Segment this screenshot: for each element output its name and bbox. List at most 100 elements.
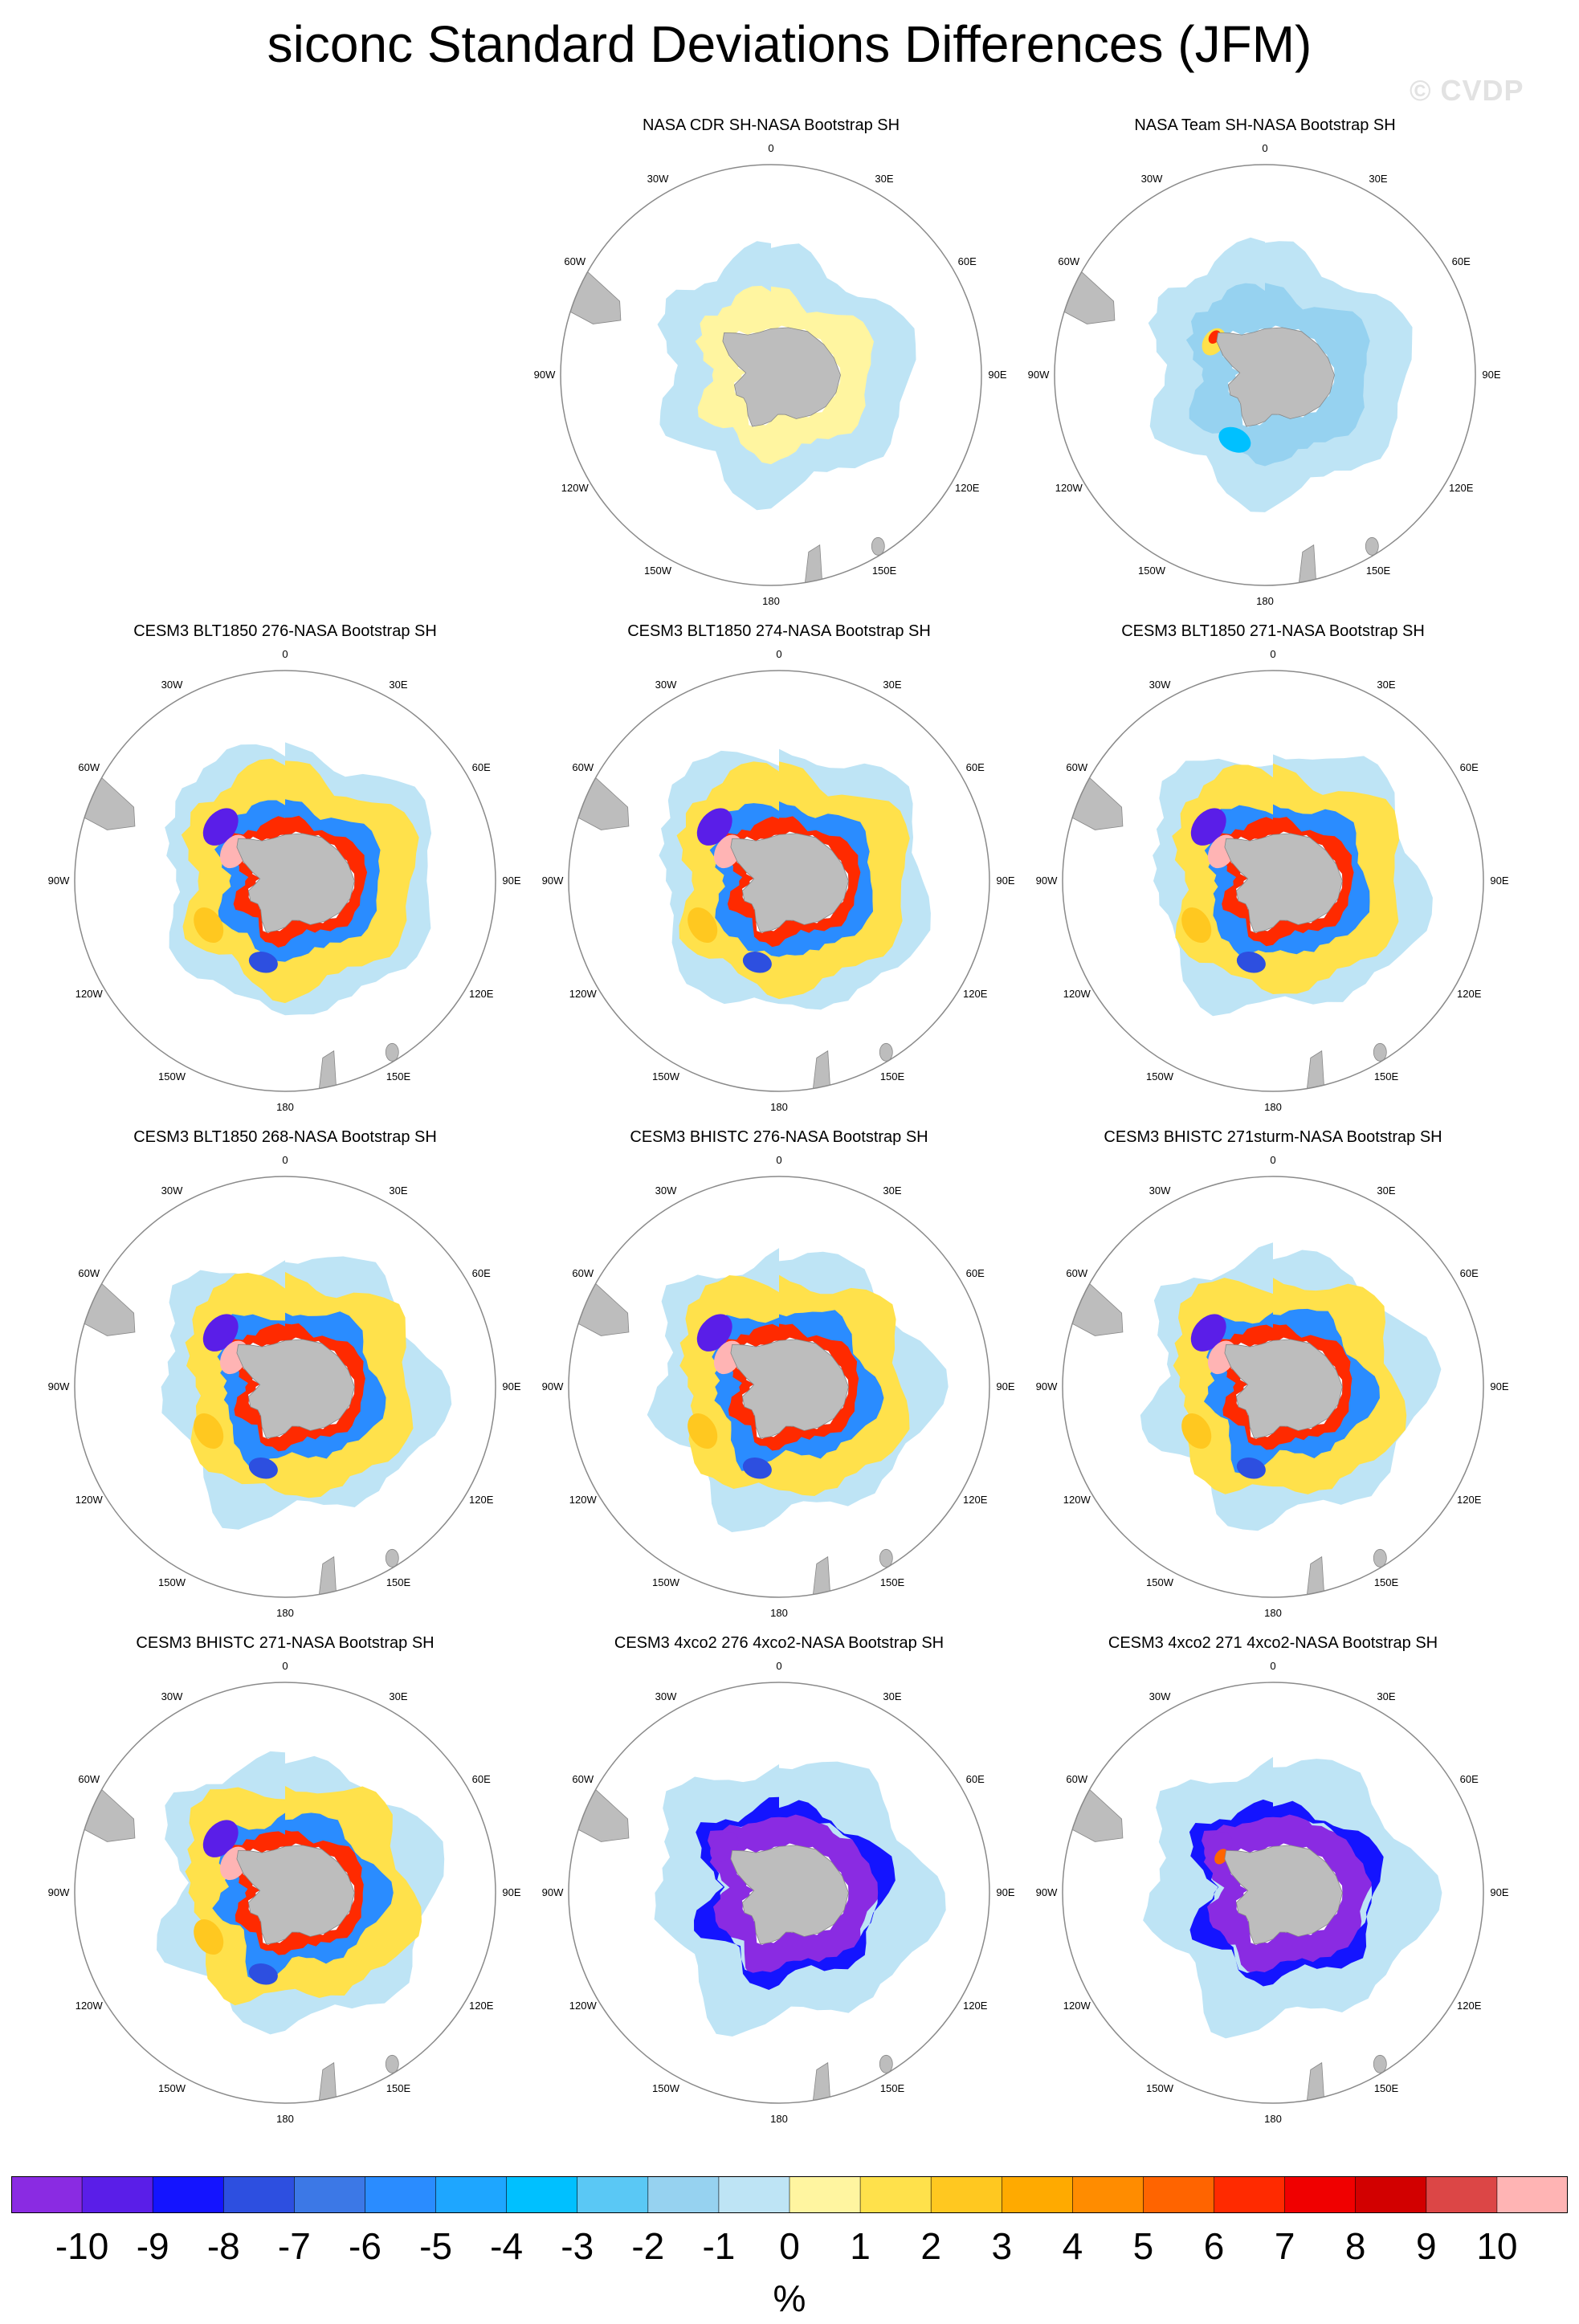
- weddell-negative: [696, 808, 732, 846]
- longitude-label: 120E: [1457, 988, 1482, 1000]
- tasmania-land: [879, 2054, 893, 2073]
- longitude-label: 30E: [875, 173, 893, 185]
- tasmania-land: [385, 2054, 399, 2073]
- longitude-label: 60W: [572, 1267, 594, 1279]
- longitude-label: 150E: [880, 2082, 905, 2094]
- longitude-label: 180: [276, 1101, 294, 1113]
- longitude-label: 30W: [655, 1690, 677, 1702]
- longitude-label: 180: [1256, 595, 1274, 607]
- longitude-label: 60E: [472, 1773, 491, 1785]
- ross-negative: [1236, 1457, 1266, 1479]
- antarctica-land: [730, 1845, 849, 1945]
- colorbar-tick-label: -5: [419, 2225, 452, 2267]
- longitude-label: 0: [1270, 1660, 1275, 1672]
- tasmania-land: [1373, 1548, 1387, 1568]
- longitude-label: 150E: [386, 2082, 411, 2094]
- longitude-label: 60W: [78, 1267, 100, 1279]
- longitude-label: 120W: [75, 1494, 104, 1506]
- longitude-label: 150W: [1138, 565, 1166, 577]
- longitude-label: 90E: [502, 1886, 520, 1898]
- colorbar-tick-label: 10: [1476, 2225, 1518, 2267]
- ross-anomaly: [1218, 426, 1251, 453]
- colorbar-swatch: [435, 2176, 508, 2213]
- colorbar-tick-label: 7: [1274, 2225, 1295, 2267]
- longitude-label: 30W: [161, 1690, 183, 1702]
- polar-map: 0 30E 60E 90E 120E 150E 180 150W 120W 90W 60W 30W: [542, 1660, 1015, 2125]
- longitude-label: 60W: [78, 1773, 100, 1785]
- longitude-label: 30W: [1141, 173, 1163, 185]
- antarctica-land: [236, 1339, 355, 1439]
- longitude-label: 30E: [389, 679, 407, 691]
- longitude-label: 90W: [1036, 875, 1058, 887]
- panel-title: CESM3 BLT1850 276-NASA Bootstrap SH: [133, 622, 437, 640]
- panel-title: NASA CDR SH-NASA Bootstrap SH: [642, 116, 900, 134]
- longitude-label: 90E: [502, 1380, 520, 1392]
- map-panel: CESM3 BHISTC 271sturm-NASA Bootstrap SH 0…: [1024, 1128, 1522, 1626]
- polar-map: 0 30E 60E 90E 120E 150E 180 150W 120W 90W 60W 30W: [1036, 1154, 1509, 1619]
- longitude-label: 150E: [1366, 565, 1391, 577]
- longitude-label: 120W: [1063, 1494, 1091, 1506]
- map-panel: CESM3 BLT1850 276-NASA Bootstrap SH 0 30E 6…: [36, 622, 534, 1120]
- longitude-label: 60E: [472, 761, 491, 773]
- colorbar-swatch: [1284, 2176, 1357, 2213]
- panel-title: CESM3 BLT1850 271-NASA Bootstrap SH: [1121, 622, 1425, 640]
- colorbar-swatch: [718, 2176, 790, 2213]
- longitude-label: 180: [762, 595, 780, 607]
- longitude-label: 90E: [996, 1886, 1014, 1898]
- amundsen-positive: [687, 907, 718, 944]
- polar-map: 0 30E 60E 90E 120E 150E 180 150W 120W 90W 60W 30W: [542, 648, 1015, 1113]
- longitude-label: 120E: [469, 1494, 494, 1506]
- map-boundary: [74, 1682, 496, 2104]
- figure-title: siconc Standard Deviations Differences (…: [267, 15, 1312, 73]
- longitude-label: 0: [282, 1154, 288, 1166]
- colorbar-swatch: [1143, 2176, 1215, 2213]
- panel-title: CESM3 BHISTC 271sturm-NASA Bootstrap SH: [1104, 1128, 1442, 1146]
- panel-title: CESM3 BHISTC 271-NASA Bootstrap SH: [136, 1634, 435, 1652]
- longitude-label: 90E: [988, 369, 1006, 381]
- antarctica-land: [1224, 1339, 1343, 1439]
- longitude-label: 90E: [996, 875, 1014, 887]
- longitude-label: 90W: [1028, 369, 1050, 381]
- tasmania-land: [871, 536, 885, 556]
- longitude-label: 30W: [647, 173, 669, 185]
- longitude-label: 30W: [161, 1184, 183, 1197]
- longitude-label: 150E: [386, 1070, 411, 1082]
- longitude-label: 30E: [883, 1184, 901, 1197]
- map-boundary: [74, 1176, 496, 1598]
- longitude-label: 0: [1270, 648, 1275, 660]
- colorbar-swatch: [365, 2176, 437, 2213]
- map-boundary: [560, 164, 982, 586]
- weddell-negative: [202, 808, 239, 846]
- longitude-label: 0: [776, 1660, 781, 1672]
- longitude-label: 150W: [1146, 2082, 1174, 2094]
- polar-map: 0 30E 60E 90E 120E 150E 180 150W 120W 90W 60W 30W: [48, 648, 521, 1113]
- colorbar-labels: -10 -9 -8 -7 -6 -5 -4 -3 -2 -1 0 1 2 3 4 5 6 7 8 9 10: [0, 2224, 1579, 2267]
- colorbar-swatch: [1072, 2176, 1144, 2213]
- longitude-label: 120W: [561, 482, 590, 494]
- longitude-label: 60E: [1460, 1773, 1479, 1785]
- longitude-label: 150W: [652, 1576, 680, 1588]
- longitude-label: 60E: [966, 1267, 985, 1279]
- colorbar-tick-label: 4: [1062, 2225, 1083, 2267]
- anomaly-strong-negative: [700, 1803, 889, 1984]
- longitude-label: 30W: [655, 679, 677, 691]
- map-boundary: [1062, 670, 1484, 1092]
- longitude-label: 150E: [386, 1576, 411, 1588]
- longitude-label: 90E: [502, 875, 520, 887]
- longitude-label: 120W: [1063, 2000, 1091, 2012]
- longitude-label: 30E: [1377, 679, 1395, 691]
- longitude-label: 120W: [1063, 988, 1091, 1000]
- longitude-label: 120E: [469, 988, 494, 1000]
- weddell-negative: [1190, 808, 1226, 846]
- colorbar-swatch: [790, 2176, 861, 2213]
- colorbar-swatch: [223, 2176, 295, 2213]
- longitude-label: 120W: [569, 988, 598, 1000]
- map-boundary: [1054, 164, 1476, 586]
- map-panel: CESM3 BHISTC 271-NASA Bootstrap SH 0 30E 60…: [36, 1634, 534, 2132]
- longitude-label: 90E: [1490, 875, 1508, 887]
- polar-map: 0 30E 60E 90E 120E 150E 180 150W 120W 90W 60W 30W: [1036, 648, 1509, 1113]
- longitude-label: 120W: [1055, 482, 1083, 494]
- colorbar-tick-label: -3: [561, 2225, 594, 2267]
- longitude-label: 60E: [966, 1773, 985, 1785]
- tasmania-land: [1365, 536, 1379, 556]
